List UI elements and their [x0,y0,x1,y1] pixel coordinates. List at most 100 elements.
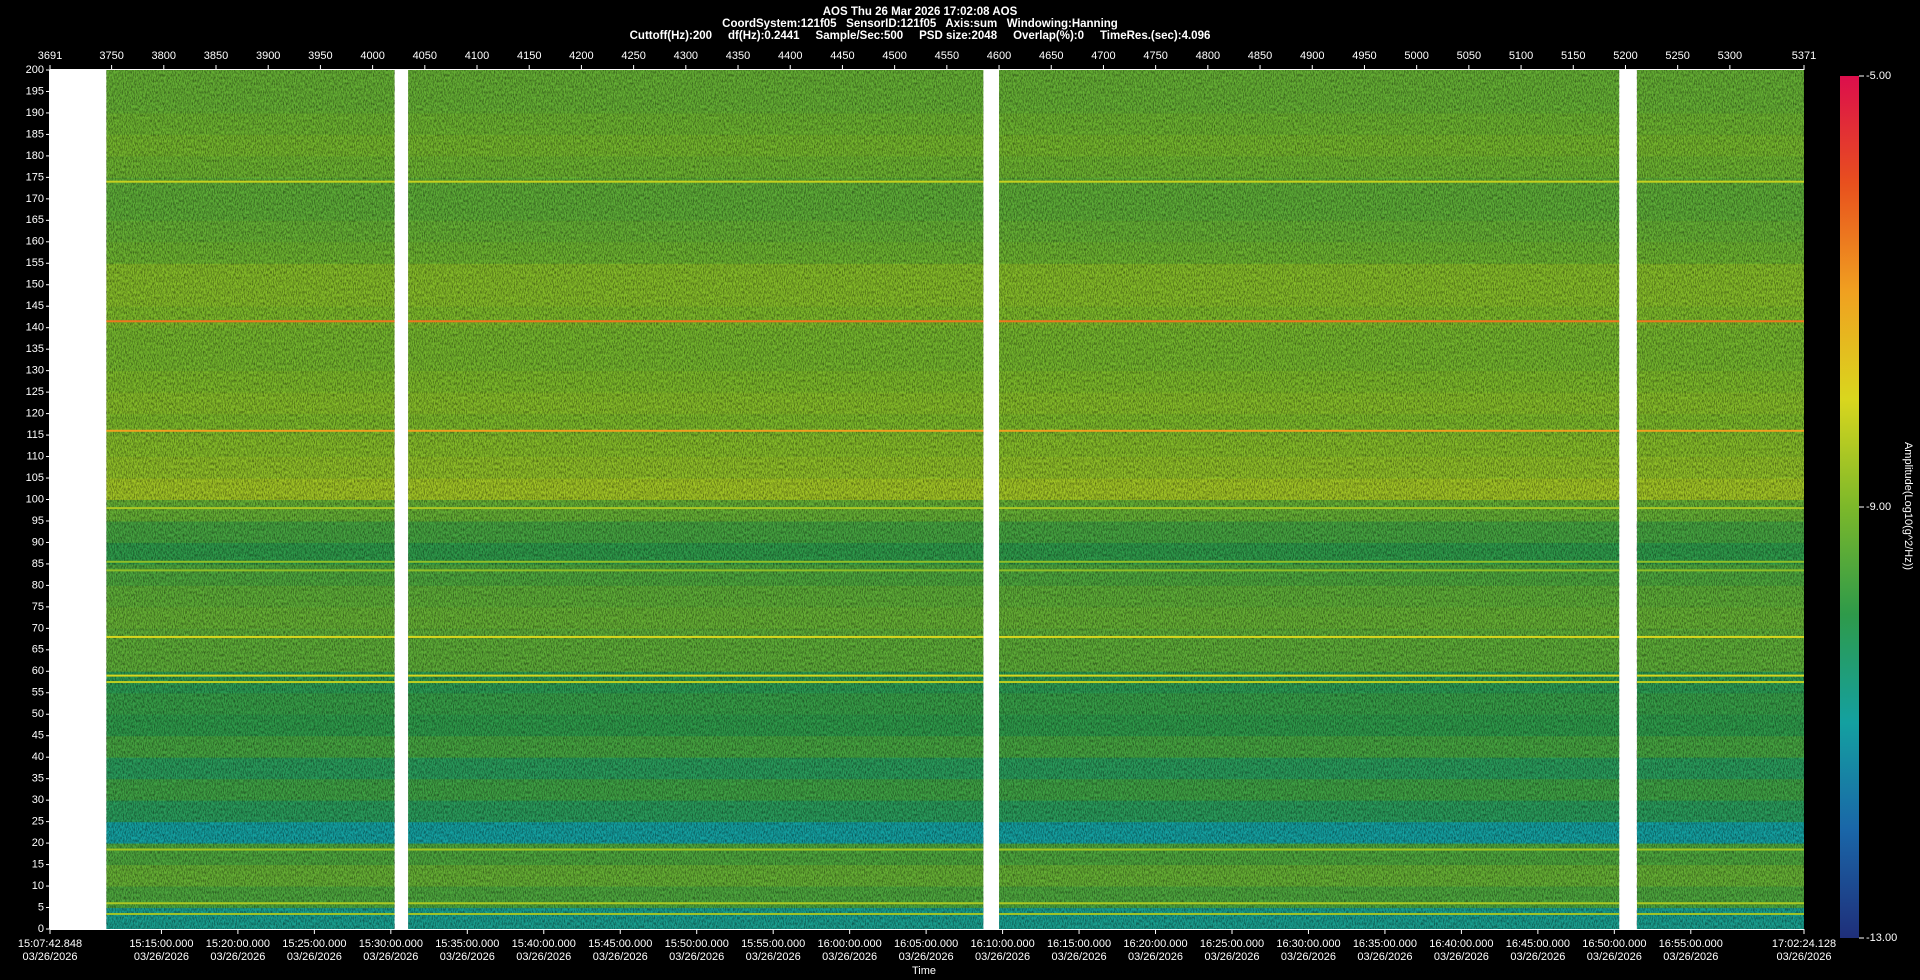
chart-title: AOS Thu 26 Mar 2026 17:02:08 AOS [823,6,1018,18]
x2-tick-label: 15:40:00.000 [512,938,576,950]
y-tick-label: 175 [26,171,44,183]
spectral-line [999,507,1620,510]
x2-tick-label: 16:05:00.000 [894,938,958,950]
y-tick-label: 140 [26,322,44,334]
x2-tick-label: 16:25:00.000 [1200,938,1264,950]
x2-tick-label: 16:35:00.000 [1353,938,1417,950]
spectrogram-segment [106,70,395,930]
x2-tick-date: 03/26/2026 [593,951,648,963]
y-tick-label: 130 [26,365,44,377]
spectral-line [408,635,984,638]
noise-texture [408,70,984,929]
spectral-line [999,320,1620,323]
spectral-line [1636,848,1804,851]
x2-tick-label: 16:20:00.000 [1123,938,1187,950]
x2-tick-label: 15:15:00.000 [129,938,193,950]
chart-subtitle: Cuttoff(Hz):200 df(Hz):0.2441 Sample/Sec… [630,30,1211,42]
y-tick-label: 25 [32,816,44,828]
x2-tick-date: 03/26/2026 [1357,951,1412,963]
y-tick-label: 75 [32,601,44,613]
spectral-line [106,320,395,323]
x2-tick-label: 16:40:00.000 [1429,938,1493,950]
x2-tick-label: 15:20:00.000 [206,938,270,950]
x-tick-label: 4400 [778,50,802,62]
x2-tick-date: 03/26/2026 [516,951,571,963]
y-tick-label: 80 [32,579,44,591]
y-tick-label: 180 [26,150,44,162]
x2-tick-label: 16:55:00.000 [1659,938,1723,950]
spectrogram-segment [408,70,984,930]
x2-tick-date: 03/26/2026 [1434,951,1489,963]
y-tick-label: 105 [26,472,44,484]
x2-tick-date: 03/26/2026 [899,951,954,963]
y-tick-label: 0 [38,923,44,935]
y-tick-label: 110 [26,450,44,462]
x-tick-label: 5050 [1457,50,1481,62]
x-tick-label: 3691 [38,50,62,62]
colorbar-tick-label: -5.00 [1866,70,1891,82]
x2-tick-label: 16:50:00.000 [1582,938,1646,950]
x2-tick-label: 15:07:42.848 [18,938,82,950]
x-tick-label: 3800 [152,50,176,62]
x-tick-label: 3900 [256,50,280,62]
y-tick-label: 120 [26,408,44,420]
x2-tick-date: 03/26/2026 [1052,951,1107,963]
x2-tick-label: 15:45:00.000 [588,938,652,950]
spectral-line [106,180,395,183]
x-tick-label: 4850 [1248,50,1272,62]
y-tick-label: 90 [32,536,44,548]
y-tick-label: 30 [32,794,44,806]
x-tick-label: 5250 [1665,50,1689,62]
spectral-line [408,674,984,677]
spectral-line [999,635,1620,638]
noise-texture [1636,70,1804,929]
y-tick-label: 85 [32,558,44,570]
x2-tick-label: 16:45:00.000 [1506,938,1570,950]
spectral-line [1636,674,1804,677]
x-tick-label: 4450 [830,50,854,62]
y-tick-label: 125 [26,386,44,398]
x2-tick-date: 03/26/2026 [1281,951,1336,963]
x2-tick-date: 03/26/2026 [1776,951,1831,963]
x2-tick-date: 03/26/2026 [1587,951,1642,963]
x-tick-label: 4050 [413,50,437,62]
spectral-line [1636,635,1804,638]
x2-tick-date: 03/26/2026 [822,951,877,963]
spectral-line [1636,320,1804,323]
chart-subtitle: CoordSystem:121f05 SensorID:121f05 Axis:… [722,18,1118,30]
spectral-line [999,681,1620,684]
spectral-line [106,681,395,684]
x-tick-label: 4550 [935,50,959,62]
x2-tick-date: 03/26/2026 [1204,951,1259,963]
x2-tick-date: 03/26/2026 [669,951,724,963]
x2-tick-date: 03/26/2026 [1510,951,1565,963]
y-tick-label: 185 [26,128,44,140]
x-tick-label: 3750 [99,50,123,62]
y-tick-label: 10 [32,880,44,892]
x-tick-label: 5100 [1509,50,1533,62]
spectral-line [999,902,1620,905]
spectral-line [999,180,1620,183]
x2-tick-label: 15:25:00.000 [282,938,346,950]
spectral-line [408,180,984,183]
x-tick-label: 3950 [308,50,332,62]
y-tick-label: 5 [38,901,44,913]
y-tick-label: 160 [26,236,44,248]
x2-tick-label: 17:02:24.128 [1772,938,1836,950]
x-tick-label: 5000 [1404,50,1428,62]
colorbar-title: Amplitude(Log10(g^2/Hz)) [1902,442,1914,570]
spectral-line [408,429,984,432]
x2-tick-date: 03/26/2026 [22,951,77,963]
y-tick-label: 200 [26,64,44,76]
y-tick-label: 100 [26,493,44,505]
x2-tick-date: 03/26/2026 [287,951,342,963]
y-tick-label: 60 [32,665,44,677]
spectral-line [408,560,984,563]
x2-tick-date: 03/26/2026 [746,951,801,963]
spectral-line [408,848,984,851]
y-tick-label: 155 [26,257,44,269]
x2-tick-date: 03/26/2026 [975,951,1030,963]
spectral-line [999,569,1620,572]
